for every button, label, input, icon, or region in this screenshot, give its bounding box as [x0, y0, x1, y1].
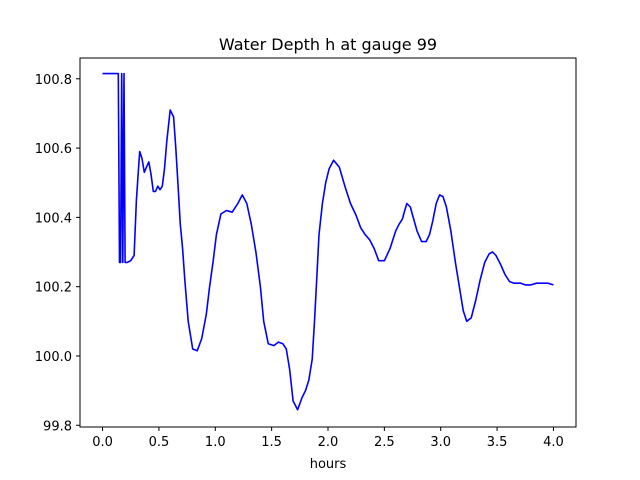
series-line-0: [102, 72, 554, 411]
y-tick-label: 100.0: [35, 350, 72, 365]
y-tick-label: 99.8: [43, 419, 72, 434]
y-tick-label: 100.2: [35, 281, 72, 296]
y-tick-label: 100.8: [35, 73, 72, 88]
y-tick-label: 100.6: [35, 142, 72, 157]
y-tick-label: 100.4: [35, 211, 72, 226]
x-tick-label: 0.5: [149, 435, 170, 450]
x-axis-label: hours: [310, 457, 347, 472]
x-tick-label: 1.5: [261, 435, 282, 450]
y-axis: 99.8 100.0 100.2 100.4 100.6 100.8: [35, 73, 80, 434]
x-tick-label: 2.5: [374, 435, 395, 450]
x-tick-label: 2.0: [318, 435, 339, 450]
x-tick-label: 1.0: [205, 435, 226, 450]
x-axis: 0.0 0.5 1.0 1.5 2.0 2.5 3.0 3.5 4.0: [92, 427, 564, 450]
x-tick-label: 3.5: [487, 435, 508, 450]
x-tick-label: 4.0: [543, 435, 564, 450]
x-tick-label: 3.0: [430, 435, 451, 450]
chart-title: Water Depth h at gauge 99: [219, 35, 437, 54]
x-tick-label: 0.0: [92, 435, 113, 450]
